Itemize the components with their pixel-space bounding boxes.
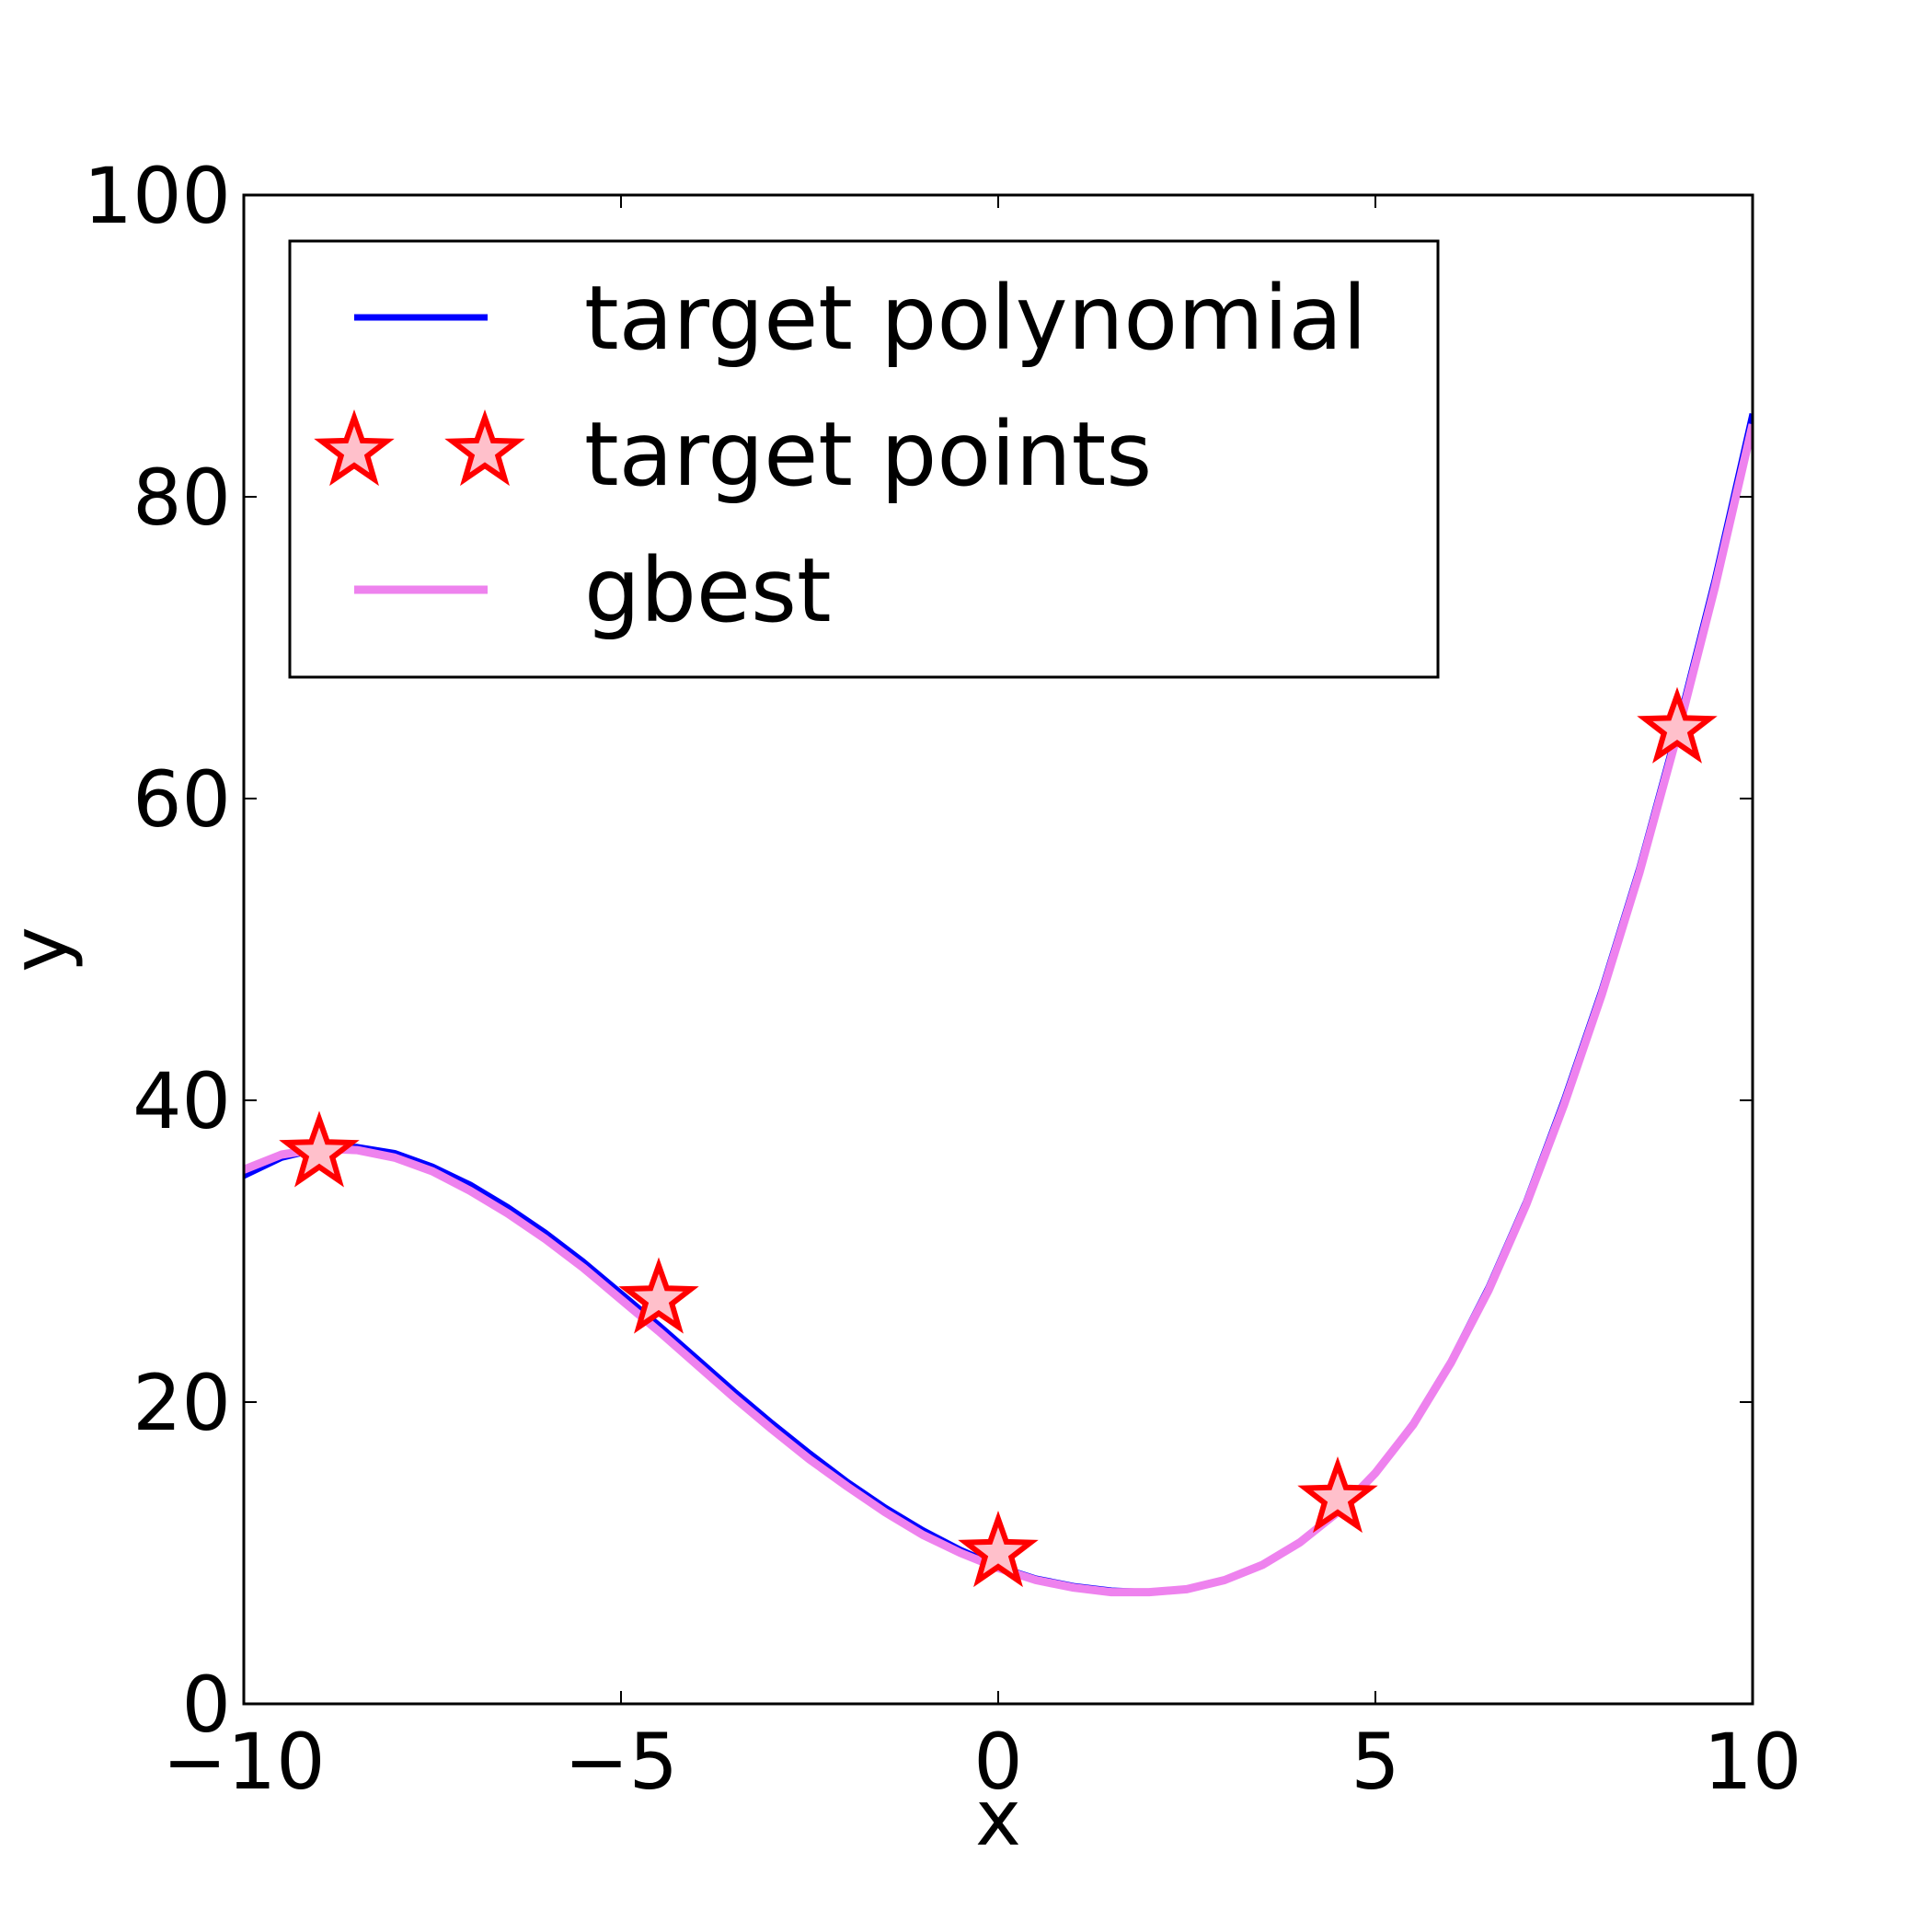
target-point-marker [1637,686,1718,764]
x-tick-label: 5 [1351,1717,1399,1807]
y-axis-title: y [0,926,85,972]
y-tick-label: 60 [132,754,231,845]
y-tick-label: 40 [132,1056,231,1146]
target-point-marker [279,1110,360,1188]
legend: target polynomial target points gbest [288,239,1440,679]
legend-star-marker [314,408,395,487]
x-axis-title: x [975,1773,1021,1863]
legend-star-marker [444,408,525,487]
legend-label: gbest [584,539,832,642]
target-point-marker [958,1510,1039,1588]
legend-label: target points [584,403,1152,506]
legend-box [288,239,1440,679]
x-tick-label: 10 [1704,1717,1802,1807]
target-point-marker [618,1257,699,1334]
x-tick-label: −5 [564,1717,678,1807]
x-tick-label: 0 [973,1717,1022,1807]
y-tick-label: 20 [132,1358,231,1448]
legend-label: target polynomial [584,267,1367,370]
y-tick-label: 0 [182,1660,231,1750]
x-tick-label: −10 [162,1717,325,1807]
target-point-marker [1297,1456,1378,1534]
y-tick-label: 100 [84,151,231,241]
y-tick-label: 80 [132,453,231,543]
